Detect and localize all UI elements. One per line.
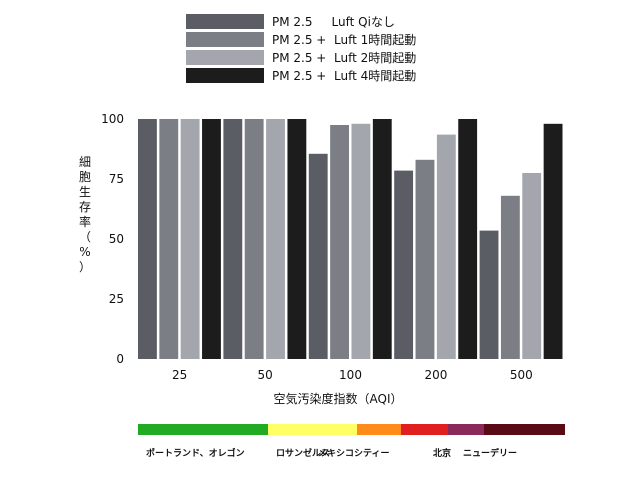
aqi-label-1: ロサンゼルス xyxy=(276,447,330,459)
x-tick-label-4: 500 xyxy=(510,368,533,382)
bar-25-series-1 xyxy=(159,119,179,359)
y-tick-label-4: 100 xyxy=(101,112,124,126)
legend-label-2: PM 2.5 + Luft 2時間起動 xyxy=(272,51,416,65)
bar-25-series-2 xyxy=(180,119,200,359)
bar-200-series-0 xyxy=(394,170,414,359)
aqi-segment-4 xyxy=(448,424,484,435)
bar-100-series-1 xyxy=(330,125,349,359)
y-tick-label-0: 0 xyxy=(116,352,124,366)
aqi-label-3: 北京 xyxy=(433,447,451,459)
legend: PM 2.5 Luft Qiなし PM 2.5 + Luft 1時間起動 PM 2.… xyxy=(186,14,416,83)
bar-50-series-1 xyxy=(244,119,264,359)
legend-label-1: PM 2.5 + Luft 1時間起動 xyxy=(272,33,416,47)
bar-500-series-3 xyxy=(543,123,563,359)
legend-swatch-3 xyxy=(186,68,264,83)
bar-200-series-2 xyxy=(436,134,456,359)
legend-label-0: PM 2.5 Luft Qiなし xyxy=(272,15,395,29)
aqi-segment-3 xyxy=(401,424,448,435)
x-tick-label-1: 50 xyxy=(257,368,272,382)
aqi-segment-1 xyxy=(268,424,357,435)
x-tick-label-2: 100 xyxy=(339,368,362,382)
bar-50-series-0 xyxy=(223,119,243,359)
x-axis-title: 空気汚染度指数（AQI） xyxy=(274,391,403,406)
legend-swatch-1 xyxy=(186,32,264,47)
bar-50-series-3 xyxy=(287,119,307,359)
bar-25-series-0 xyxy=(138,119,157,359)
bar-500-series-0 xyxy=(479,230,499,359)
x-tick-label-0: 25 xyxy=(172,368,187,382)
x-axis-ticks: 25 50 100 200 500 xyxy=(172,368,533,382)
aqi-label-2: メキシコシティー xyxy=(318,448,389,459)
aqi-label-0: ポートランド、オレゴン xyxy=(146,447,245,459)
bar-100-series-3 xyxy=(372,119,392,359)
y-axis-title-text: 細胞生存率（%） xyxy=(79,155,91,274)
aqi-segment-5 xyxy=(484,424,565,435)
x-tick-label-3: 200 xyxy=(424,368,447,382)
legend-swatch-2 xyxy=(186,50,264,65)
y-axis-ticks: 0 25 50 75 100 xyxy=(101,112,124,366)
aqi-segment-2 xyxy=(357,424,401,435)
y-tick-label-1: 25 xyxy=(109,292,124,306)
legend-swatch-0 xyxy=(186,14,264,29)
bar-200-series-3 xyxy=(458,119,478,359)
legend-label-3: PM 2.5 + Luft 4時間起動 xyxy=(272,69,416,83)
bar-100-series-2 xyxy=(351,123,371,359)
bar-50-series-2 xyxy=(266,119,285,359)
y-tick-label-2: 50 xyxy=(109,232,124,246)
bar-500-series-2 xyxy=(522,173,542,359)
y-axis-title: 細胞生存率（%） xyxy=(79,155,91,274)
bar-100-series-0 xyxy=(308,153,328,359)
aqi-segment-0 xyxy=(138,424,268,435)
y-tick-label-3: 75 xyxy=(109,172,124,186)
aqi-label-4: ニューデリー xyxy=(463,447,517,459)
aqi-color-scale xyxy=(138,424,565,435)
bar-200-series-1 xyxy=(415,159,435,359)
bar-25-series-3 xyxy=(202,119,221,359)
bar-500-series-1 xyxy=(500,195,520,359)
bars xyxy=(138,119,563,359)
